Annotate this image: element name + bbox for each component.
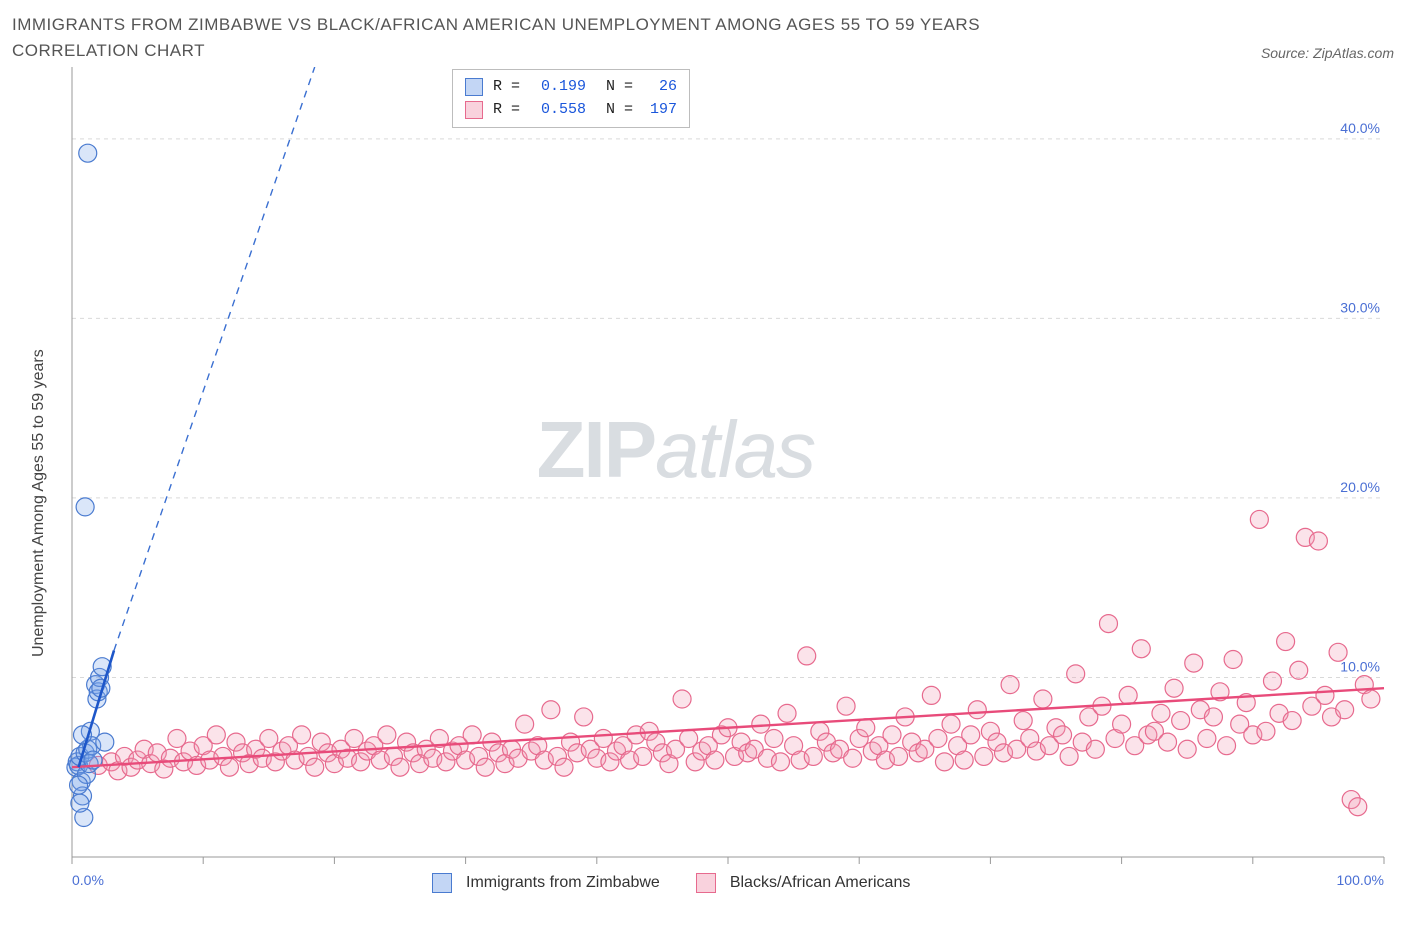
stats-legend-box: R = 0.199 N = 26 R = 0.558 N = 197 <box>452 69 690 128</box>
scatter-chart: 10.0% 20.0% 30.0% 40.0% 0.0% 100.0% <box>12 67 1394 897</box>
chart-container: ZIPatlas 10.0%20.0%30.0%40.0%0.0%100.0% … <box>12 67 1394 937</box>
svg-text:20.0%: 20.0% <box>1340 479 1380 495</box>
bottom-legend: Immigrants from Zimbabwe Blacks/African … <box>432 873 910 893</box>
svg-text:10.0%: 10.0% <box>1340 658 1380 674</box>
stats-row-series2: R = 0.558 N = 197 <box>465 99 677 122</box>
swatch-series1-bottom <box>432 873 452 893</box>
svg-text:30.0%: 30.0% <box>1340 299 1380 315</box>
chart-title: IMMIGRANTS FROM ZIMBABWE VS BLACK/AFRICA… <box>12 12 1112 63</box>
swatch-series2 <box>465 101 483 119</box>
swatch-series1 <box>465 78 483 96</box>
legend-item-series1: Immigrants from Zimbabwe <box>432 873 660 893</box>
source-attribution: Source: ZipAtlas.com <box>1261 45 1394 63</box>
stats-row-series1: R = 0.199 N = 26 <box>465 76 677 99</box>
svg-text:0.0%: 0.0% <box>72 872 104 888</box>
svg-text:100.0%: 100.0% <box>1337 872 1384 888</box>
swatch-series2-bottom <box>696 873 716 893</box>
legend-item-series2: Blacks/African Americans <box>696 873 911 893</box>
y-axis-label: Unemployment Among Ages 55 to 59 years <box>30 349 48 657</box>
svg-text:40.0%: 40.0% <box>1340 120 1380 136</box>
